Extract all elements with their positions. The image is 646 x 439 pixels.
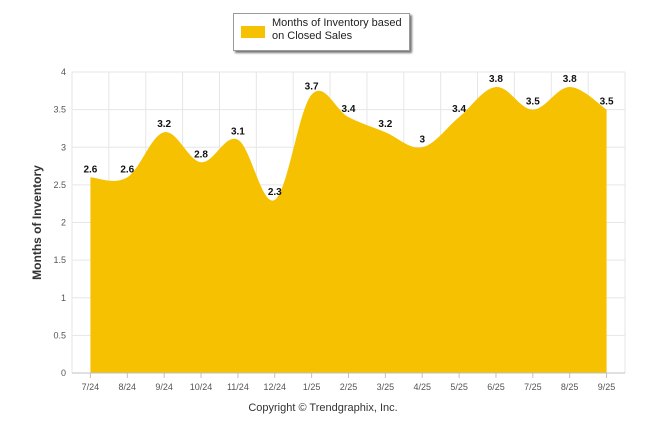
- x-tick-label: 2/25: [340, 382, 358, 392]
- x-tick-label: 11/24: [227, 382, 249, 392]
- x-tick-label: 8/24: [119, 382, 137, 392]
- x-tick-label: 7/24: [82, 382, 100, 392]
- data-label: 2.6: [120, 164, 134, 175]
- copyright-text: Copyright © Trendgraphix, Inc.: [248, 402, 398, 414]
- data-label: 2.6: [83, 164, 97, 175]
- y-tick-label: 2: [61, 218, 66, 228]
- y-tick-label: 0: [61, 368, 66, 378]
- data-label: 3.5: [600, 97, 614, 108]
- data-label: 3.8: [489, 74, 503, 85]
- x-tick-label: 7/25: [524, 382, 542, 392]
- data-label: 3.4: [452, 104, 466, 115]
- area-series: [90, 86, 607, 373]
- legend-label: Months of Inventory based on Closed Sale…: [272, 17, 402, 42]
- data-label: 3.5: [526, 97, 540, 108]
- y-tick-label: 2.5: [53, 180, 66, 190]
- x-tick-label: 1/25: [303, 382, 321, 392]
- x-tick-label: 3/25: [377, 382, 395, 392]
- x-tick-label: 9/24: [155, 382, 173, 392]
- y-tick-label: 3: [61, 142, 66, 152]
- legend-swatch: [241, 26, 265, 38]
- legend[interactable]: Months of Inventory based on Closed Sale…: [233, 13, 410, 51]
- x-tick-label: 8/25: [561, 382, 579, 392]
- data-label: 3.2: [157, 119, 171, 130]
- x-tick-label: 6/25: [487, 382, 505, 392]
- x-tick-label: 12/24: [264, 382, 287, 392]
- y-tick-label: 1: [61, 293, 66, 303]
- data-label: 3.4: [342, 104, 356, 115]
- data-label: 3: [419, 134, 425, 145]
- data-label: 3.2: [378, 119, 392, 130]
- x-tick-label: 5/25: [450, 382, 468, 392]
- x-tick-label: 9/25: [598, 382, 616, 392]
- y-axis-title: Months of Inventory: [30, 165, 44, 280]
- data-label: 3.8: [563, 74, 577, 85]
- y-tick-label: 3.5: [53, 105, 66, 115]
- data-label: 3.1: [231, 127, 245, 138]
- y-tick-label: 0.5: [53, 330, 66, 340]
- data-label: 2.3: [268, 187, 282, 198]
- data-label: 2.8: [194, 149, 208, 160]
- y-tick-label: 1.5: [53, 255, 66, 265]
- data-label: 3.7: [305, 82, 319, 93]
- x-tick-label: 10/24: [190, 382, 213, 392]
- y-tick-label: 4: [61, 67, 66, 77]
- x-tick-label: 4/25: [413, 382, 431, 392]
